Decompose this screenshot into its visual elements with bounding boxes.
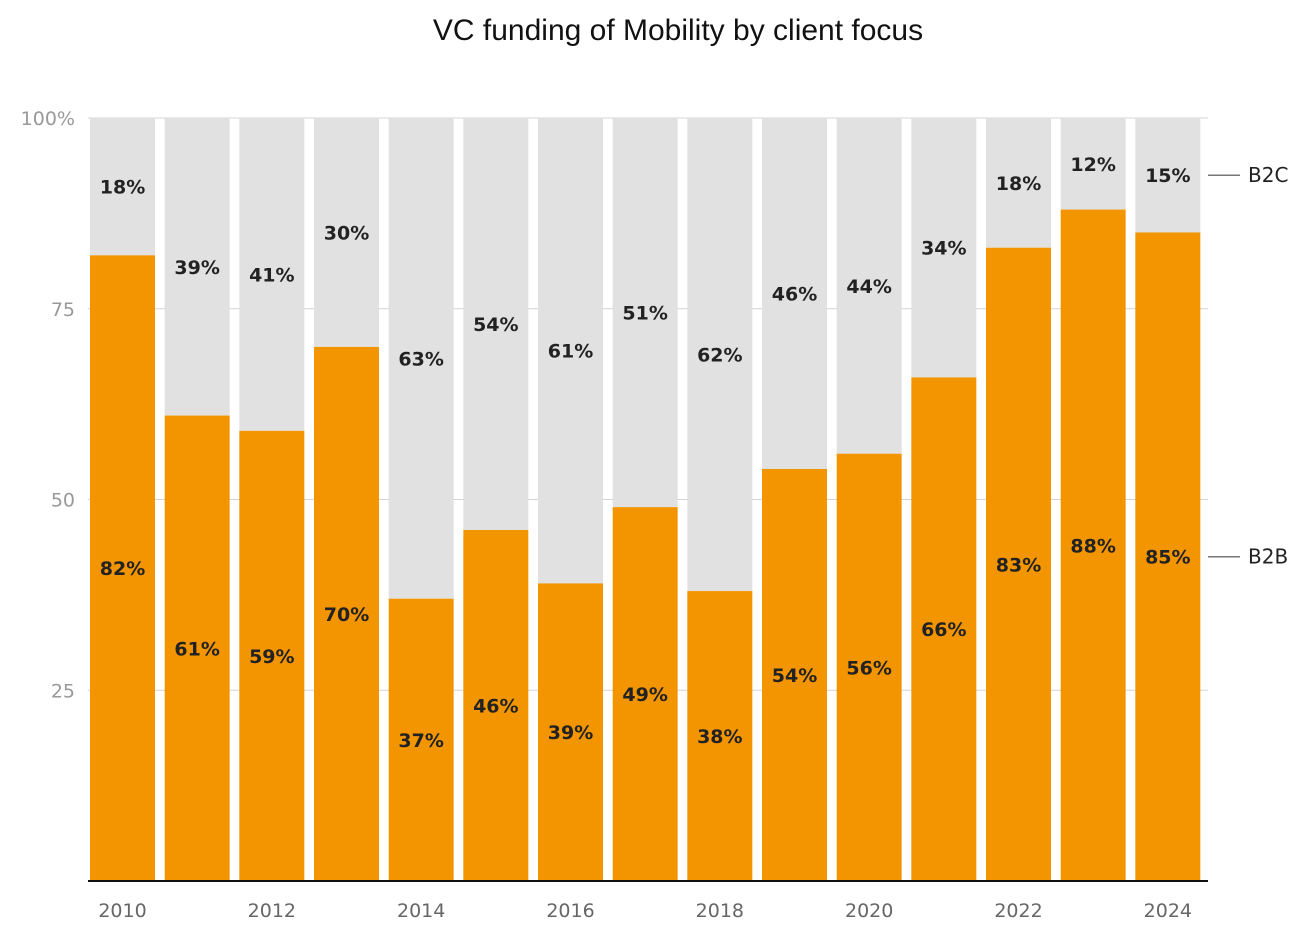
bar-b2c-2014 [388, 118, 454, 599]
chart-title: VC funding of Mobility by client focus [432, 14, 924, 47]
bar-b2b-2024 [1135, 232, 1201, 881]
bar-b2b-2012 [239, 430, 305, 881]
y-tick-label: 75 [51, 299, 75, 321]
data-label-b2c-2011: 39% [174, 257, 219, 279]
bar-b2c-2011 [164, 118, 230, 416]
bar-b2c-2018 [687, 118, 753, 592]
x-tick-label: 2016 [546, 900, 594, 922]
data-label-b2b-2020: 56% [846, 657, 891, 679]
bar-b2b-2013 [314, 346, 379, 881]
data-label-b2c-2010: 18% [100, 177, 145, 199]
data-label-b2b-2024: 85% [1145, 547, 1190, 569]
bar-b2c-2010 [90, 118, 155, 256]
data-label-b2b-2023: 88% [1070, 535, 1115, 557]
data-label-b2c-2020: 44% [846, 276, 891, 298]
data-label-b2c-2015: 54% [473, 314, 518, 336]
bar-b2b-2022 [986, 247, 1051, 881]
bar-b2b-2019 [762, 468, 827, 881]
bar-b2b-2021 [911, 377, 977, 881]
data-label-b2b-2018: 38% [697, 726, 742, 748]
x-tick-label: 2024 [1144, 900, 1192, 922]
data-label-b2c-2012: 41% [249, 264, 294, 286]
bar-b2c-2023 [1060, 118, 1126, 210]
bar-b2c-2024 [1135, 118, 1201, 233]
data-label-b2c-2021: 34% [921, 238, 966, 260]
data-label-b2b-2022: 83% [996, 554, 1041, 576]
bar-b2c-2015 [463, 118, 529, 531]
bar-b2c-2020 [836, 118, 902, 454]
bar-b2b-2017 [612, 507, 678, 881]
data-label-b2b-2015: 46% [473, 696, 518, 718]
data-label-b2c-2018: 62% [697, 345, 742, 367]
data-label-b2c-2019: 46% [772, 283, 817, 305]
bar-b2b-2023 [1060, 209, 1126, 881]
data-label-b2b-2014: 37% [398, 730, 443, 752]
bar-b2c-2012 [239, 118, 305, 431]
bar-b2c-2013 [314, 118, 379, 347]
x-tick-label: 2014 [397, 900, 445, 922]
data-label-b2b-2019: 54% [772, 665, 817, 687]
bar-b2b-2014 [388, 598, 454, 881]
x-tick-label: 2020 [845, 900, 893, 922]
bar-b2c-2019 [762, 118, 827, 469]
data-label-b2c-2017: 51% [622, 303, 667, 325]
bar-b2b-2018 [687, 591, 753, 881]
bar-b2b-2011 [164, 415, 230, 881]
legend-label-b2c: B2C [1248, 163, 1288, 187]
data-label-b2b-2021: 66% [921, 619, 966, 641]
bar-b2b-2016 [538, 583, 603, 881]
data-label-b2c-2022: 18% [996, 173, 1041, 195]
bar-b2c-2017 [612, 118, 678, 508]
y-tick-label: 25 [51, 680, 75, 702]
x-tick-label: 2018 [696, 900, 744, 922]
bar-b2b-2020 [836, 453, 902, 881]
data-label-b2c-2014: 63% [398, 348, 443, 370]
bar-b2c-2021 [911, 118, 977, 378]
data-label-b2c-2016: 61% [548, 341, 593, 363]
x-tick-label: 2012 [248, 900, 296, 922]
y-tick-label: 100% [21, 108, 75, 130]
bar-b2b-2010 [90, 255, 155, 882]
data-label-b2b-2016: 39% [548, 722, 593, 744]
data-label-b2b-2017: 49% [622, 684, 667, 706]
legend-label-b2b: B2B [1248, 545, 1288, 569]
data-label-b2c-2024: 15% [1145, 165, 1190, 187]
bar-b2c-2022 [986, 118, 1051, 248]
y-tick-label: 50 [51, 490, 75, 512]
bar-b2c-2016 [538, 118, 603, 584]
data-label-b2b-2011: 61% [174, 638, 219, 660]
data-label-b2c-2013: 30% [324, 222, 369, 244]
data-label-b2b-2010: 82% [100, 558, 145, 580]
x-tick-label: 2010 [98, 900, 146, 922]
data-label-b2b-2012: 59% [249, 646, 294, 668]
bar-b2b-2015 [463, 530, 529, 881]
data-label-b2b-2013: 70% [324, 604, 369, 626]
x-tick-label: 2022 [994, 900, 1042, 922]
data-label-b2c-2023: 12% [1070, 154, 1115, 176]
